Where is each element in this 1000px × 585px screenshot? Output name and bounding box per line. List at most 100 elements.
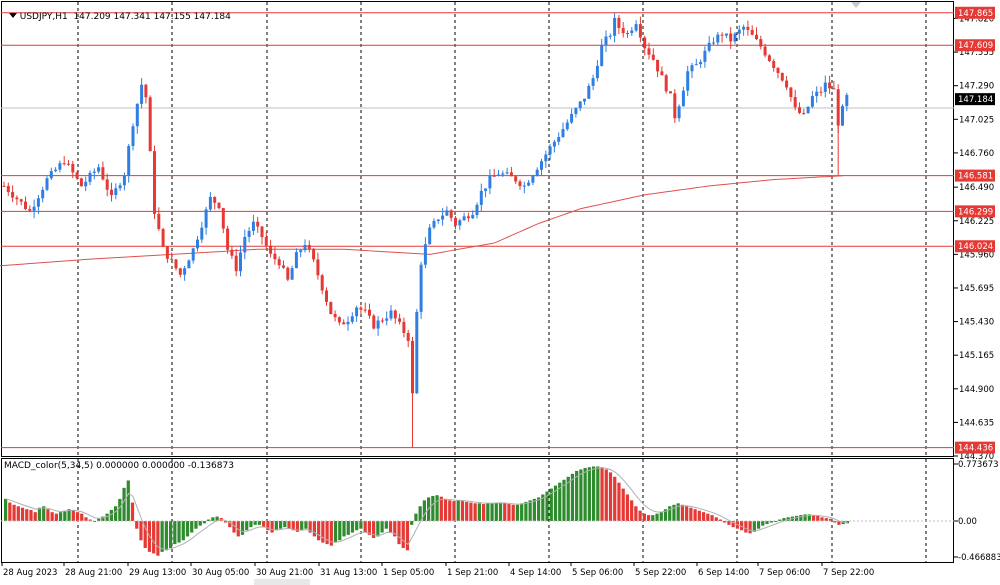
macd-bar bbox=[600, 467, 604, 521]
time-tick-label: 28 Aug 21:00 bbox=[65, 568, 122, 578]
candle-body bbox=[574, 108, 578, 115]
candle-body bbox=[823, 82, 827, 92]
macd-bar bbox=[37, 507, 42, 521]
macd-bar bbox=[168, 521, 173, 548]
macd-bar bbox=[541, 494, 545, 521]
candle-body bbox=[595, 65, 599, 79]
macd-bar bbox=[752, 521, 756, 532]
macd-bar bbox=[287, 521, 291, 529]
candle-body bbox=[522, 185, 526, 187]
macd-bar bbox=[486, 503, 490, 521]
candle-body bbox=[221, 208, 225, 229]
macd-bar bbox=[646, 515, 651, 521]
macd-bar bbox=[731, 521, 735, 528]
candle-body bbox=[798, 107, 801, 113]
time-axis[interactable]: 28 Aug 2023 28 Aug 21:00 29 Aug 13:00 30 Au… bbox=[1, 562, 874, 585]
candle-body bbox=[497, 174, 500, 176]
candle-body bbox=[531, 175, 535, 183]
candle-body bbox=[2, 185, 6, 187]
macd-bar bbox=[689, 507, 693, 521]
candle-body bbox=[600, 44, 604, 66]
macd-bar bbox=[58, 512, 63, 521]
macd-bar bbox=[329, 521, 333, 546]
macd-bar bbox=[278, 521, 283, 529]
candle-body bbox=[707, 42, 711, 51]
candle-body bbox=[204, 209, 208, 228]
macd-bar bbox=[156, 521, 160, 556]
moving-average-line bbox=[0, 175, 843, 267]
macd-bar bbox=[291, 521, 295, 531]
candle-body bbox=[475, 204, 479, 216]
macd-bar bbox=[511, 504, 515, 521]
macd-bar bbox=[270, 521, 274, 533]
candle-body bbox=[626, 33, 629, 35]
macd-bar bbox=[562, 479, 566, 521]
macd-bar bbox=[372, 521, 376, 538]
macd-bar bbox=[621, 488, 625, 521]
candle-body bbox=[11, 192, 15, 198]
macd-bar bbox=[42, 506, 46, 521]
candle-body bbox=[406, 332, 410, 341]
macd-bar bbox=[101, 516, 105, 521]
candle-body bbox=[282, 265, 285, 268]
macd-bar bbox=[503, 503, 507, 521]
candle-body bbox=[333, 313, 337, 318]
macd-bar bbox=[769, 521, 773, 523]
price-axis[interactable]: 147.820 147.555 147.290 147.025 146.760 146.4… bbox=[954, 14, 994, 462]
macd-bar bbox=[545, 491, 549, 521]
scroll-marker-icon[interactable] bbox=[851, 2, 861, 8]
main-chart-frame bbox=[1, 1, 954, 457]
candle-body bbox=[84, 181, 88, 187]
candle-body bbox=[88, 172, 92, 182]
macd-bar bbox=[12, 504, 16, 521]
candle-body bbox=[664, 75, 668, 92]
candle-body bbox=[415, 311, 419, 394]
candle-body bbox=[802, 112, 806, 114]
level-label-box bbox=[955, 169, 995, 182]
candle-body bbox=[819, 91, 823, 93]
candle-body bbox=[445, 210, 449, 216]
time-tick-label: 7 Sep 22:00 bbox=[823, 568, 874, 578]
macd-bar bbox=[756, 521, 761, 529]
candle-body bbox=[307, 244, 311, 250]
candle-body bbox=[514, 176, 518, 182]
macd-bar bbox=[97, 518, 101, 521]
candle-body bbox=[41, 189, 45, 199]
candle-body bbox=[402, 321, 406, 333]
macd-bar bbox=[46, 509, 50, 521]
candle-body bbox=[479, 190, 483, 205]
candle-body bbox=[793, 97, 797, 108]
candle-body bbox=[191, 248, 195, 261]
price-tick-label: 147.555 bbox=[959, 48, 994, 58]
candle-body bbox=[277, 259, 281, 266]
candle-body bbox=[380, 320, 384, 322]
macd-bar bbox=[198, 521, 202, 526]
candle-body bbox=[411, 340, 414, 394]
macd-bar bbox=[591, 466, 596, 521]
macd-bar bbox=[663, 509, 668, 521]
macd-bar bbox=[824, 518, 828, 521]
dropdown-triangle-icon[interactable] bbox=[8, 13, 17, 18]
candle-body bbox=[127, 146, 131, 176]
symbol-header[interactable]: USDJPY,H1 147.209 147.341 147.155 147.18… bbox=[3, 2, 231, 22]
time-tick-label: 28 Aug 2023 bbox=[3, 568, 57, 578]
candle-body bbox=[376, 320, 380, 329]
macd-bar bbox=[630, 500, 634, 521]
macd-bar bbox=[4, 498, 8, 521]
candle-body bbox=[617, 17, 621, 29]
current-price-tag: 147.184 bbox=[955, 93, 995, 106]
level-price-labels: 147.865 147.609 146.581 146.299 146.024 144.4… bbox=[955, 6, 995, 454]
time-tick-label: 30 Aug 21:00 bbox=[256, 568, 313, 578]
candle-body bbox=[621, 28, 625, 34]
candle-body bbox=[178, 268, 182, 275]
candle-body bbox=[518, 181, 522, 187]
macd-bar bbox=[67, 509, 71, 521]
candle-body bbox=[355, 307, 359, 317]
candle-body bbox=[548, 146, 552, 155]
candle-body bbox=[58, 163, 62, 170]
candle-body bbox=[836, 89, 840, 126]
macd-bar bbox=[257, 521, 262, 525]
candle-body bbox=[604, 36, 608, 45]
candle-body bbox=[737, 29, 741, 34]
